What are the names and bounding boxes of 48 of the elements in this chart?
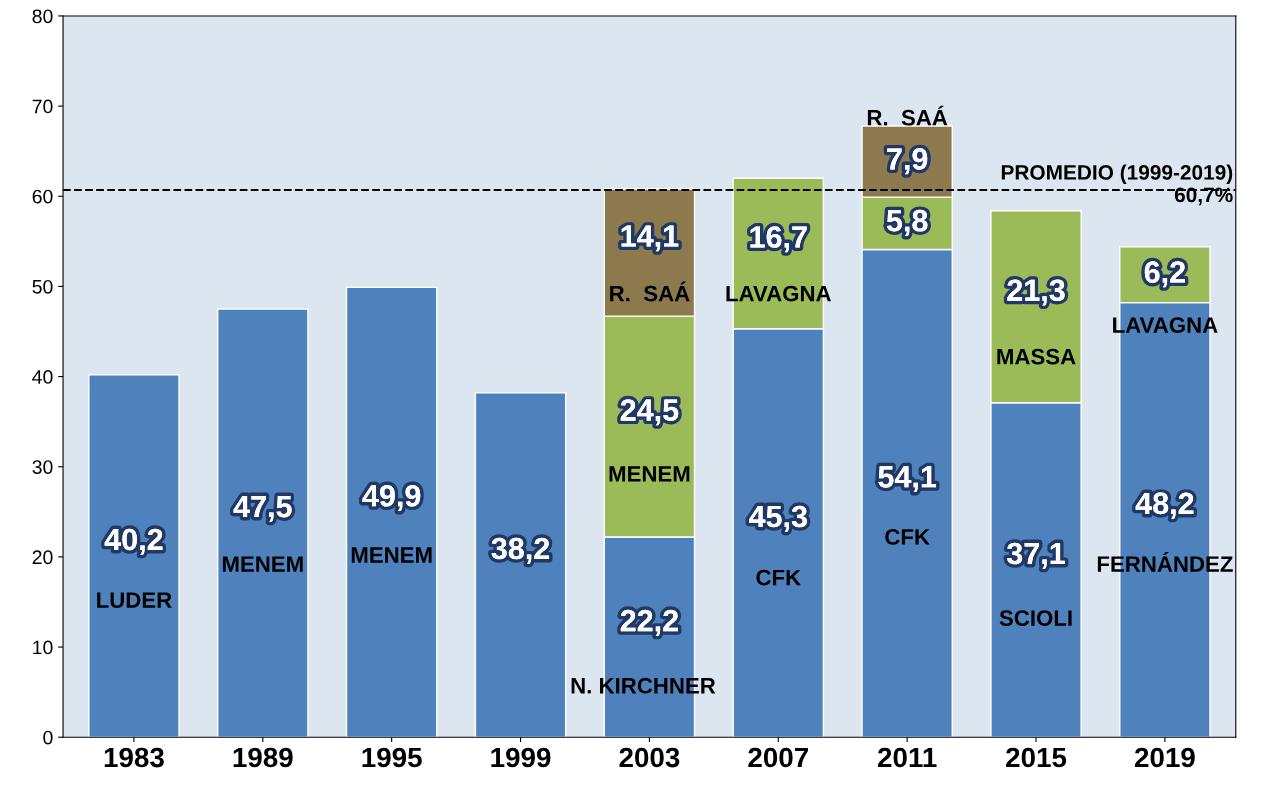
annotation: CFK (885, 529, 930, 545)
x-tick-label: 1983 (104, 747, 164, 768)
bar (345, 286, 438, 738)
y-tick-label: 40 (32, 370, 53, 384)
data-label: 22,2 (620, 609, 678, 636)
y-tick-label: 10 (33, 640, 53, 655)
data-label: 24,5 (620, 399, 679, 426)
data-label: 47,5 (233, 496, 292, 522)
annotation: MASSA (997, 348, 1076, 365)
x-tick-label: 2015 (1006, 747, 1067, 768)
x-tick-label: 2003 (619, 747, 680, 768)
annotation: MENEM (222, 556, 303, 572)
bar (217, 308, 309, 738)
data-label: 38,2 (491, 537, 550, 564)
data-label: 37,1 (1007, 542, 1065, 569)
bar (88, 374, 180, 738)
annotation: MENEM (351, 547, 432, 563)
y-tick-label: 50 (32, 279, 53, 294)
y-tick-label: 0 (43, 730, 53, 745)
annotation: MENEM (609, 466, 690, 482)
annotation: CFK (756, 569, 801, 586)
bar (474, 392, 567, 738)
data-label: 45,3 (749, 505, 807, 532)
annotation: SCIOLI (999, 610, 1072, 626)
y-tick-label: 30 (32, 460, 53, 474)
data-label: 49,9 (362, 484, 421, 512)
data-label: 21,3 (1007, 279, 1065, 306)
data-label: 7,9 (887, 148, 928, 175)
x-tick-label: 2007 (748, 747, 808, 768)
x-tick-label: 1999 (491, 747, 551, 768)
data-label: 16,7 (750, 226, 807, 253)
data-label: 5,8 (886, 209, 928, 236)
data-label: 40,2 (104, 528, 163, 555)
data-label: 6,2 (1144, 261, 1185, 288)
y-tick-label: 80 (32, 9, 53, 24)
data-label: 48,2 (1135, 492, 1194, 519)
data-label: 54,1 (878, 466, 937, 493)
x-tick-label: 1995 (362, 747, 422, 768)
x-tick-label: 2019 (1134, 747, 1195, 768)
y-tick-label: 60 (32, 189, 53, 204)
annotation: LUDER (97, 592, 172, 608)
annotation: R. SAÁ (610, 281, 690, 302)
y-tick-label: 20 (32, 550, 53, 565)
annotation: R. SAÁ (867, 105, 948, 126)
y-tick-label: 70 (32, 99, 53, 114)
x-tick-label: 2011 (877, 747, 937, 768)
data-label: 14,1 (621, 225, 679, 252)
x-tick-label: 1989 (233, 747, 293, 768)
